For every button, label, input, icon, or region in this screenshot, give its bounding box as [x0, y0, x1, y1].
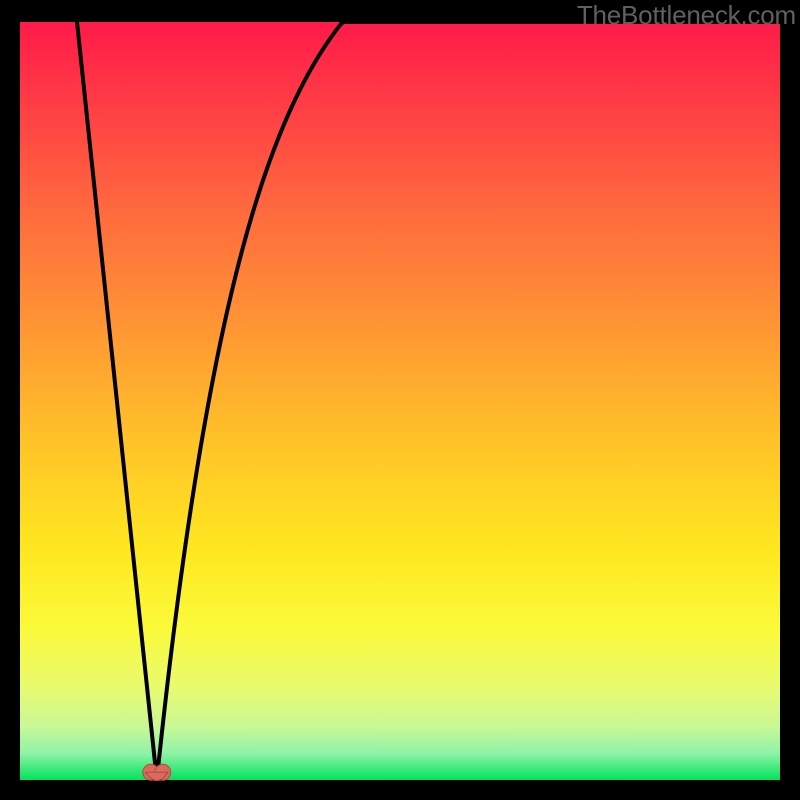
bottleneck-curve	[77, 22, 780, 780]
chart-container: TheBottleneck.com	[0, 0, 800, 800]
watermark-text: TheBottleneck.com	[577, 0, 796, 31]
curve-layer	[20, 22, 780, 780]
apex-marker	[143, 764, 171, 780]
plot-area	[20, 22, 780, 780]
